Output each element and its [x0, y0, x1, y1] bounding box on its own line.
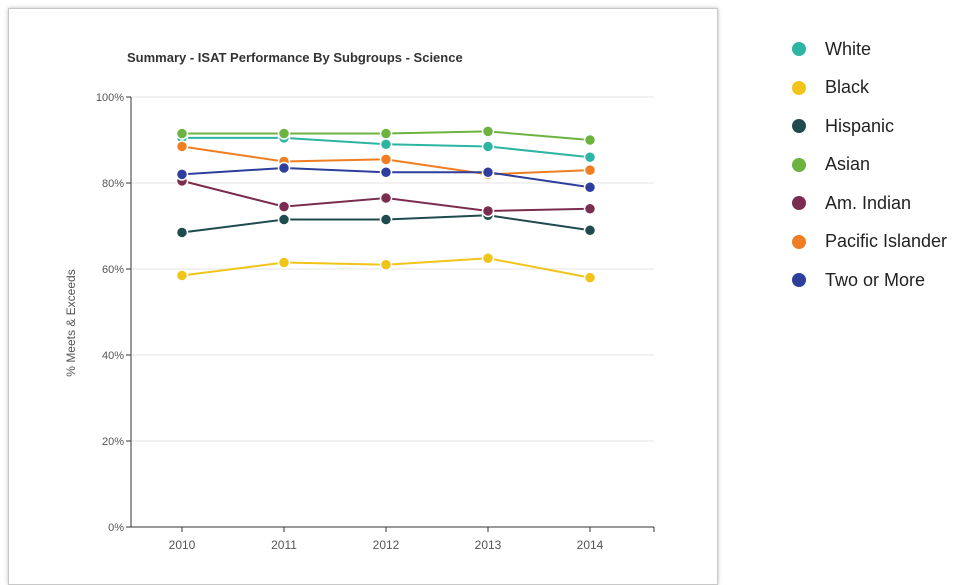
legend-label: White — [825, 38, 872, 59]
data-point-pacific-islander[interactable] — [583, 163, 597, 177]
data-point-two-or-more[interactable] — [379, 166, 393, 179]
y-axis-label: % Meets & Exceeds — [64, 269, 78, 376]
axes: 0% 20% 40% 60% 80% 100% 2010 2011 2012 2013 2014 — [96, 92, 655, 552]
y-tick-label: 80% — [102, 178, 124, 190]
legend-label: Black — [825, 77, 870, 98]
data-point-black[interactable] — [583, 271, 597, 284]
data-point-white[interactable] — [379, 138, 393, 151]
legend-label: Hispanic — [825, 115, 895, 136]
legend-item-am-indian[interactable]: Am. Indian — [792, 184, 947, 223]
grid-lines — [132, 96, 654, 442]
data-point-asian[interactable] — [277, 127, 291, 140]
legend-swatch — [792, 80, 806, 95]
y-tick-label: 60% — [102, 264, 124, 276]
legend-item-asian[interactable]: Asian — [792, 146, 947, 185]
data-point-pacific-islander[interactable] — [379, 153, 393, 166]
x-tick-label: 2013 — [475, 538, 502, 552]
data-point-black[interactable] — [379, 258, 393, 271]
y-tick-label: 100% — [96, 92, 124, 104]
data-point-hispanic[interactable] — [175, 226, 189, 239]
data-point-white[interactable] — [583, 150, 597, 164]
legend-label: Asian — [825, 154, 871, 175]
data-point-white[interactable] — [481, 140, 495, 153]
chart-panel: Summary - ISAT Performance By Subgroups … — [8, 8, 718, 585]
legend-item-two-or-more[interactable]: Two or More — [792, 261, 947, 300]
legend-item-white[interactable]: White — [792, 30, 947, 69]
legend-item-hispanic[interactable]: Hispanic — [792, 107, 947, 146]
data-point-asian[interactable] — [379, 127, 393, 140]
x-tick-label: 2010 — [169, 538, 196, 552]
line-chart: Summary - ISAT Performance By Subgroups … — [64, 50, 655, 552]
legend-swatch — [792, 42, 806, 57]
legend-label: Am. Indian — [825, 192, 912, 213]
chart-title: Summary - ISAT Performance By Subgroups … — [127, 50, 463, 65]
data-point-hispanic[interactable] — [379, 213, 393, 226]
data-point-two-or-more[interactable] — [583, 181, 597, 194]
data-point-asian[interactable] — [583, 133, 597, 147]
legend: White Black Hispanic Asian Am. Indian Pacific… — [792, 30, 947, 300]
data-point-hispanic[interactable] — [277, 213, 291, 226]
y-tick-label: 20% — [102, 436, 124, 448]
data-point-black[interactable] — [481, 252, 495, 265]
legend-item-black[interactable]: Black — [792, 69, 947, 108]
data-point-asian[interactable] — [481, 125, 495, 138]
legend-swatch — [792, 157, 806, 172]
data-point-two-or-more[interactable] — [175, 168, 189, 181]
data-point-hispanic[interactable] — [583, 224, 597, 237]
data-point-two-or-more[interactable] — [481, 166, 495, 179]
legend-swatch — [792, 196, 806, 211]
data-point-black[interactable] — [175, 269, 189, 282]
legend-item-pacific-islander[interactable]: Pacific Islander — [792, 223, 947, 262]
data-point-asian[interactable] — [175, 127, 189, 140]
legend-swatch — [792, 119, 806, 134]
legend-label: Two or More — [825, 269, 926, 290]
data-point-two-or-more[interactable] — [277, 161, 291, 175]
y-tick-label: 0% — [108, 522, 124, 534]
legend-swatch — [792, 273, 806, 288]
data-point-am-indian[interactable] — [583, 202, 597, 216]
legend-label: Pacific Islander — [825, 231, 948, 252]
data-point-black[interactable] — [277, 256, 291, 269]
series-points — [175, 125, 597, 284]
data-point-am-indian[interactable] — [481, 204, 495, 218]
x-tick-label: 2011 — [271, 538, 297, 552]
data-point-am-indian[interactable] — [277, 200, 291, 213]
data-point-pacific-islander[interactable] — [175, 140, 189, 153]
data-point-am-indian[interactable] — [379, 191, 393, 205]
x-tick-label: 2012 — [373, 538, 400, 552]
x-tick-label: 2014 — [577, 538, 604, 552]
legend-swatch — [792, 234, 806, 249]
y-tick-label: 40% — [102, 350, 124, 362]
